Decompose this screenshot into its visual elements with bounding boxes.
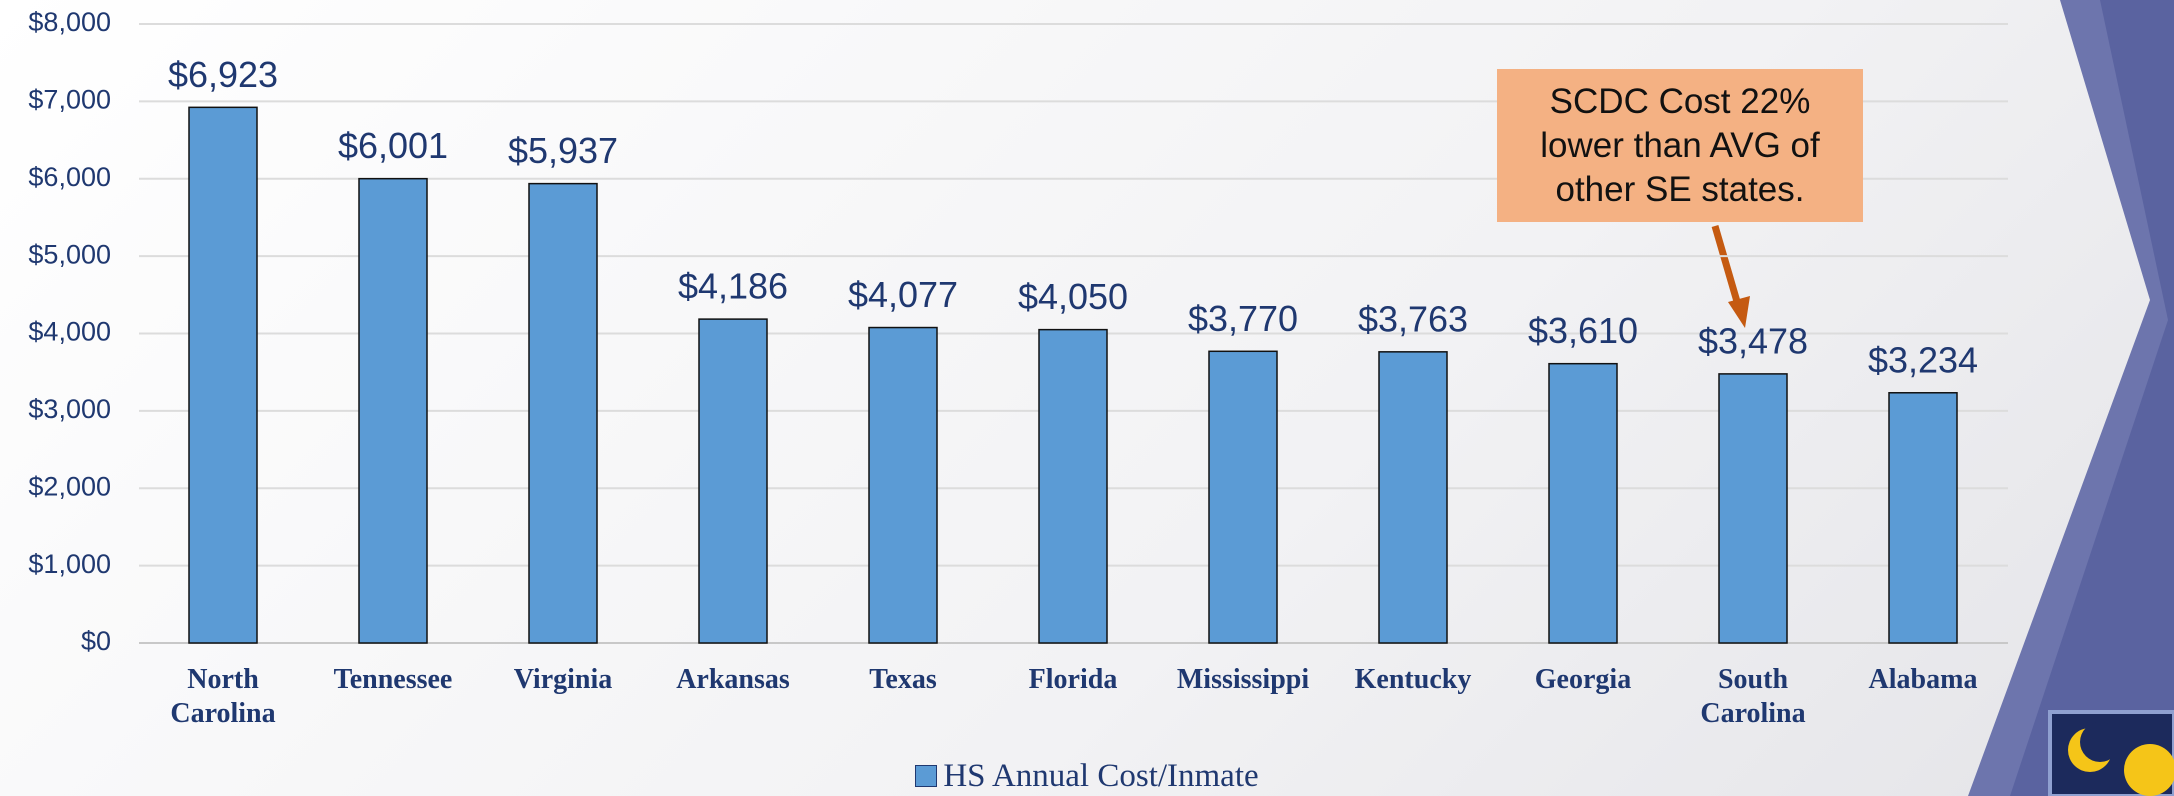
x-tick-label: Alabama bbox=[1868, 664, 1978, 695]
bar bbox=[1888, 392, 1958, 644]
bar bbox=[1378, 351, 1448, 644]
bar bbox=[1718, 373, 1788, 644]
value-label: $3,478 bbox=[1698, 320, 1808, 361]
x-tick-label: Tennessee bbox=[333, 664, 453, 695]
value-label: $6,001 bbox=[338, 125, 448, 166]
bar bbox=[698, 318, 768, 644]
x-tick-label: South Carolina bbox=[1700, 664, 1806, 729]
value-label: $5,937 bbox=[508, 130, 618, 171]
legend: HS Annual Cost/Inmate bbox=[0, 758, 2174, 795]
y-tick-label: $8,000 bbox=[28, 7, 111, 37]
y-tick-label: $0 bbox=[81, 626, 111, 656]
bar bbox=[868, 326, 938, 644]
logo-palm bbox=[2124, 744, 2174, 796]
value-label: $4,050 bbox=[1018, 276, 1128, 317]
value-label: $3,234 bbox=[1868, 339, 1978, 380]
value-label: $6,923 bbox=[168, 54, 278, 95]
y-tick-label: $2,000 bbox=[28, 471, 111, 501]
y-tick-label: $3,000 bbox=[28, 394, 111, 424]
bar bbox=[1038, 328, 1108, 644]
x-tick-label: Texas bbox=[869, 664, 937, 695]
bar bbox=[1208, 350, 1278, 644]
decoration bbox=[2010, 0, 2174, 796]
y-tick-label: $5,000 bbox=[28, 239, 111, 269]
logo-moon-cut bbox=[2080, 722, 2120, 762]
legend-swatch bbox=[915, 765, 938, 787]
annotation-arrow bbox=[1711, 225, 1742, 306]
bar bbox=[188, 106, 258, 644]
x-tick-label: Mississippi bbox=[1176, 664, 1310, 695]
x-tick-label: Virginia bbox=[513, 664, 613, 695]
value-label: $4,186 bbox=[678, 266, 788, 307]
y-tick-label: $4,000 bbox=[28, 317, 111, 347]
value-label: $3,610 bbox=[1528, 310, 1638, 351]
legend-label: HS Annual Cost/Inmate bbox=[943, 758, 1259, 794]
value-label: $3,770 bbox=[1188, 298, 1298, 339]
bar bbox=[358, 177, 428, 644]
y-tick-label: $7,000 bbox=[28, 85, 111, 115]
bar bbox=[1548, 362, 1618, 644]
x-tick-label: Arkansas bbox=[676, 664, 790, 695]
annotation: SCDC Cost 22% lower than AVG of other SE… bbox=[1497, 69, 1863, 222]
x-tick-label: North Carolina bbox=[170, 664, 276, 729]
bar bbox=[528, 182, 598, 644]
y-tick-label: $6,000 bbox=[28, 162, 111, 192]
value-label: $3,763 bbox=[1358, 298, 1468, 339]
x-tick-label: Kentucky bbox=[1354, 664, 1472, 695]
x-tick-label: Georgia bbox=[1534, 664, 1632, 695]
x-tick-label: Florida bbox=[1028, 664, 1118, 695]
y-tick-label: $1,000 bbox=[28, 549, 111, 579]
annotation-arrowhead bbox=[1728, 296, 1750, 328]
value-label: $4,077 bbox=[848, 274, 958, 315]
